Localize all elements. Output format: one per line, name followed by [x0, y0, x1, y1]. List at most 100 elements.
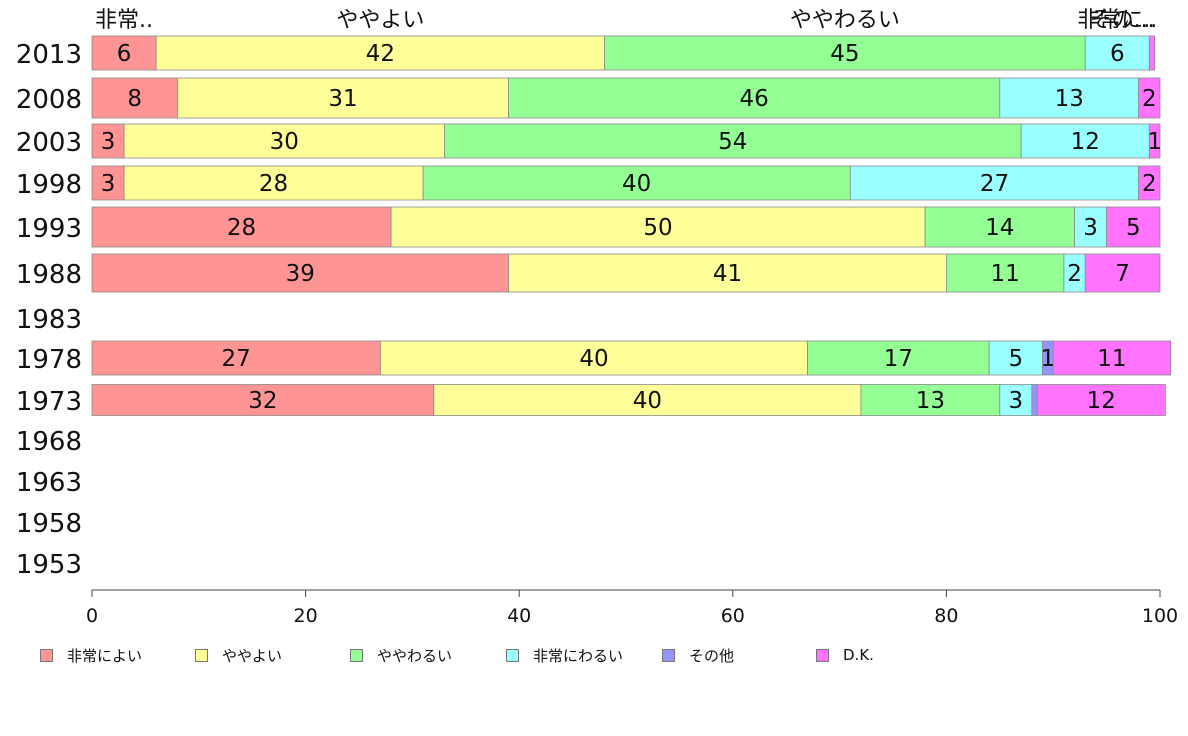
- data-label-2003-series-2: 54: [718, 129, 747, 155]
- legend-item-3: 非常にわるい: [506, 644, 623, 666]
- legend-label-4: その他: [689, 646, 735, 665]
- bar-1978-series-5: [1052, 340, 1172, 376]
- data-label-2008-series-2: 46: [740, 86, 769, 112]
- data-label-1998-series-0: 3: [101, 171, 116, 197]
- legend-label-3: 非常にわるい: [533, 646, 624, 665]
- bar-1988-series-0: [91, 253, 509, 293]
- data-label-1978-series-3: 5: [1008, 346, 1023, 372]
- legend-label-2: ややわるい: [377, 646, 453, 665]
- category-label-1963: 1963: [16, 468, 82, 498]
- bar-2003-series-2: [444, 123, 1022, 159]
- category-label-1983: 1983: [16, 305, 82, 335]
- category-label-1998: 1998: [16, 170, 82, 200]
- bar-1973-series-3: [999, 384, 1033, 416]
- bar-1993-series-0: [91, 206, 392, 248]
- legend-item-2: ややわるい: [350, 644, 452, 666]
- bar-1973-series-2: [860, 384, 1001, 416]
- bar-1998-series-2: [422, 165, 851, 201]
- category-label-1993: 1993: [16, 214, 82, 244]
- bar-2013-series-5: [1148, 35, 1156, 71]
- bar-1973-series-5: [1036, 384, 1166, 416]
- data-label-2003-series-0: 3: [101, 129, 116, 155]
- data-label-1973-series-5: 12: [1087, 388, 1116, 414]
- data-label-1993-series-2: 14: [985, 215, 1014, 241]
- bar-1998-series-3: [849, 165, 1140, 201]
- bar-2008-series-5: [1138, 77, 1161, 119]
- legend-swatch-1: [195, 648, 208, 662]
- top-label-2: ややわるい: [790, 8, 900, 33]
- data-label-2008-series-5: 2: [1142, 86, 1157, 112]
- legend-item-0: 非常によい: [40, 644, 142, 666]
- data-label-2003-series-3: 12: [1071, 129, 1100, 155]
- category-label-2003: 2003: [16, 128, 82, 158]
- data-label-2013-series-3: 6: [1110, 41, 1125, 67]
- data-label-1993-series-0: 28: [227, 215, 256, 241]
- category-label-1953: 1953: [16, 550, 82, 580]
- x-tick-label-0: 0: [86, 605, 98, 627]
- legend-label-5: D.K.: [843, 646, 874, 664]
- bar-2003-series-3: [1020, 123, 1150, 159]
- legend: 非常によい ややよい ややわるい 非常にわるい その他 D.K.: [40, 644, 1140, 666]
- top-label-1: ややよい: [336, 8, 424, 33]
- data-label-1973-series-2: 13: [916, 388, 945, 414]
- x-tick-label-60: 60: [721, 605, 745, 627]
- bar-2003-series-5: [1148, 123, 1161, 159]
- top-label-4: その...: [1090, 8, 1155, 33]
- bar-2008-series-1: [177, 77, 509, 119]
- bar-2013-series-2: [604, 35, 1086, 71]
- bar-1993-series-1: [390, 206, 926, 248]
- bar-1973-series-4: [1031, 384, 1038, 416]
- x-tick-label-40: 40: [507, 605, 531, 627]
- legend-swatch-2: [350, 648, 363, 662]
- data-label-1998-series-5: 2: [1142, 171, 1157, 197]
- data-label-1978-series-5: 11: [1097, 346, 1126, 372]
- bar-2013-series-0: [91, 35, 157, 71]
- bar-2008-series-3: [999, 77, 1140, 119]
- data-label-1973-series-0: 32: [248, 388, 277, 414]
- category-label-1968: 1968: [16, 427, 82, 457]
- data-label-2008-series-0: 8: [127, 86, 142, 112]
- legend-item-4: その他: [662, 644, 734, 666]
- data-label-1978-series-2: 17: [884, 346, 913, 372]
- bar-1978-series-3: [988, 340, 1043, 376]
- data-label-2013-series-2: 45: [830, 41, 859, 67]
- data-label-1978-series-1: 40: [579, 346, 608, 372]
- legend-label-0: 非常によい: [67, 646, 143, 665]
- bar-2003-series-1: [123, 123, 445, 159]
- category-label-1978: 1978: [16, 345, 82, 375]
- data-label-1998-series-3: 27: [980, 171, 1009, 197]
- legend-swatch-3: [506, 648, 519, 662]
- x-tick-label-100: 100: [1142, 605, 1178, 627]
- x-tick-label-20: 20: [294, 605, 318, 627]
- bar-2008-series-2: [508, 77, 1001, 119]
- data-label-1998-series-1: 28: [259, 171, 288, 197]
- data-label-1978-series-4: 1: [1041, 346, 1056, 372]
- bar-1988-series-5: [1084, 253, 1161, 293]
- bar-2013-series-1: [155, 35, 606, 71]
- data-label-2003-series-1: 30: [270, 129, 299, 155]
- category-label-2013: 2013: [16, 40, 82, 70]
- category-label-1958: 1958: [16, 509, 82, 539]
- data-label-1988-series-1: 41: [713, 261, 742, 287]
- data-label-2008-series-1: 31: [328, 86, 357, 112]
- bar-1973-series-0: [91, 384, 435, 416]
- top-label-0: 非常..: [95, 8, 153, 33]
- data-label-1998-series-2: 40: [622, 171, 651, 197]
- bar-1993-series-5: [1106, 206, 1161, 248]
- bar-1973-series-1: [433, 384, 862, 416]
- legend-label-1: ややよい: [222, 646, 283, 665]
- bar-1998-series-5: [1138, 165, 1161, 201]
- legend-item-1: ややよい: [195, 644, 282, 666]
- data-label-1978-series-0: 27: [222, 346, 251, 372]
- data-label-1993-series-3: 3: [1083, 215, 1098, 241]
- data-label-2008-series-3: 13: [1055, 86, 1084, 112]
- data-label-2013-series-1: 42: [366, 41, 395, 67]
- bar-1988-series-2: [946, 253, 1065, 293]
- data-label-1993-series-1: 50: [643, 215, 672, 241]
- category-label-1988: 1988: [16, 260, 82, 290]
- bar-1988-series-1: [508, 253, 947, 293]
- data-label-1988-series-3: 2: [1067, 261, 1082, 287]
- bar-2003-series-0: [91, 123, 125, 159]
- legend-item-5: D.K.: [816, 644, 874, 666]
